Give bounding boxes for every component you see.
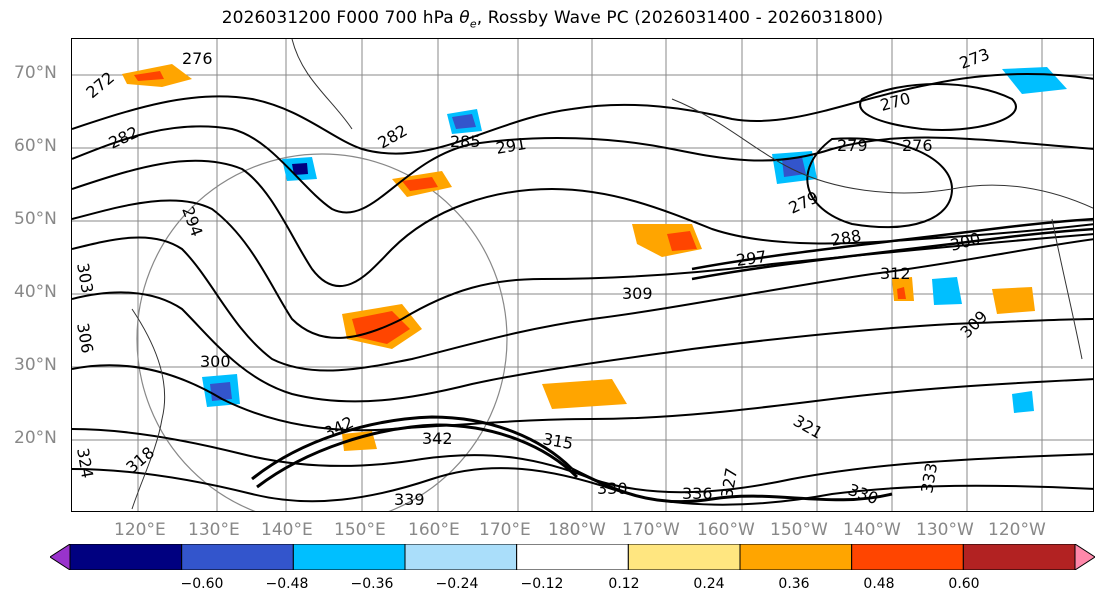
- colorbar-tick: 0.48: [863, 576, 895, 592]
- contour-label: 297: [735, 247, 768, 270]
- lat-label-20n: 20°N: [14, 428, 57, 448]
- contour-label: 321: [790, 411, 826, 443]
- contour-label: 272: [82, 68, 118, 102]
- contour-label: 336: [682, 484, 713, 503]
- contour-label: 324: [73, 446, 97, 479]
- lon-label-130w: 130°W: [916, 520, 974, 540]
- colorbar: [50, 544, 1095, 570]
- lat-label-40n: 40°N: [14, 282, 57, 302]
- contour-label: 279: [786, 187, 822, 217]
- coastlines: [131, 39, 1093, 510]
- lon-label-160e: 160°E: [408, 520, 460, 540]
- colorbar-tick: −0.12: [520, 576, 564, 592]
- colorbar-extend-min: [50, 544, 71, 570]
- contour-label: 312: [880, 264, 911, 283]
- colorbar-segment: [851, 544, 964, 570]
- anomaly-shading: [122, 64, 1067, 451]
- contour-label: 300: [200, 352, 231, 371]
- lon-label-170e: 170°E: [479, 520, 531, 540]
- lon-label-150w: 150°W: [770, 520, 828, 540]
- contour-label: 291: [494, 134, 527, 158]
- contour-label: 303: [73, 261, 97, 294]
- lon-label-140e: 140°E: [261, 520, 313, 540]
- map-panel: 276 273 272 282 282 285 291 270 279 276 …: [71, 38, 1094, 512]
- map-title: 2026031200 F000 700 hPa θe, Rossby Wave …: [221, 8, 884, 31]
- lon-label-150e: 150°E: [334, 520, 386, 540]
- graticule: [72, 39, 1093, 511]
- contour-label: 330: [597, 479, 628, 498]
- lon-label-140w: 140°W: [843, 520, 901, 540]
- lon-label-130e: 130°E: [188, 520, 240, 540]
- colorbar-segment: [69, 544, 183, 570]
- contour-label: 342: [422, 429, 453, 448]
- colorbar-tick: 0.60: [948, 576, 980, 592]
- contour-label: 270: [878, 89, 912, 115]
- colorbar-tick: −0.36: [350, 576, 394, 592]
- colorbar-segment: [181, 544, 294, 570]
- contour-label: 279: [837, 136, 868, 155]
- colorbar-tick: −0.48: [265, 576, 309, 592]
- contour-label: 339: [394, 490, 425, 509]
- contour-label: 273: [957, 44, 992, 72]
- contour-label: 309: [622, 284, 653, 303]
- lon-label-120w: 120°W: [988, 520, 1046, 540]
- contour-label: 306: [73, 321, 97, 354]
- colorbar-tick: 0.12: [608, 576, 640, 592]
- lat-label-50n: 50°N: [14, 209, 57, 229]
- colorbar-segment: [292, 544, 406, 570]
- colorbar-tick: −0.24: [435, 576, 479, 592]
- colorbar-extend-max: [1074, 544, 1095, 570]
- lat-label-70n: 70°N: [14, 63, 57, 83]
- colorbar-segment: [516, 544, 629, 570]
- lon-label-160w: 160°W: [697, 520, 755, 540]
- colorbar-segment: [627, 544, 741, 570]
- lon-label-180w: 180°W: [548, 520, 606, 540]
- contour-label: 327: [717, 466, 741, 499]
- colorbar-tick: −0.60: [180, 576, 224, 592]
- contour-label: 333: [917, 461, 941, 494]
- map-canvas: 276 273 272 282 282 285 291 270 279 276 …: [72, 39, 1093, 511]
- contour-label: 276: [902, 136, 933, 155]
- contour-label: 330: [846, 480, 881, 508]
- contour-label: 276: [182, 49, 213, 68]
- colorbar-tick: 0.36: [778, 576, 810, 592]
- colorbar-segment: [962, 544, 1076, 570]
- contour-label: 294: [178, 204, 206, 239]
- colorbar-segment: [739, 544, 853, 570]
- lat-label-30n: 30°N: [14, 355, 57, 375]
- lat-label-60n: 60°N: [14, 136, 57, 156]
- contour-label: 309: [956, 307, 991, 342]
- colorbar-segment: [404, 544, 518, 570]
- lon-label-120e: 120°E: [114, 520, 166, 540]
- colorbar-tick: 0.24: [693, 576, 725, 592]
- lon-label-170w: 170°W: [622, 520, 680, 540]
- contour-label: 285: [450, 132, 481, 151]
- theta-e-contours: [72, 73, 1093, 506]
